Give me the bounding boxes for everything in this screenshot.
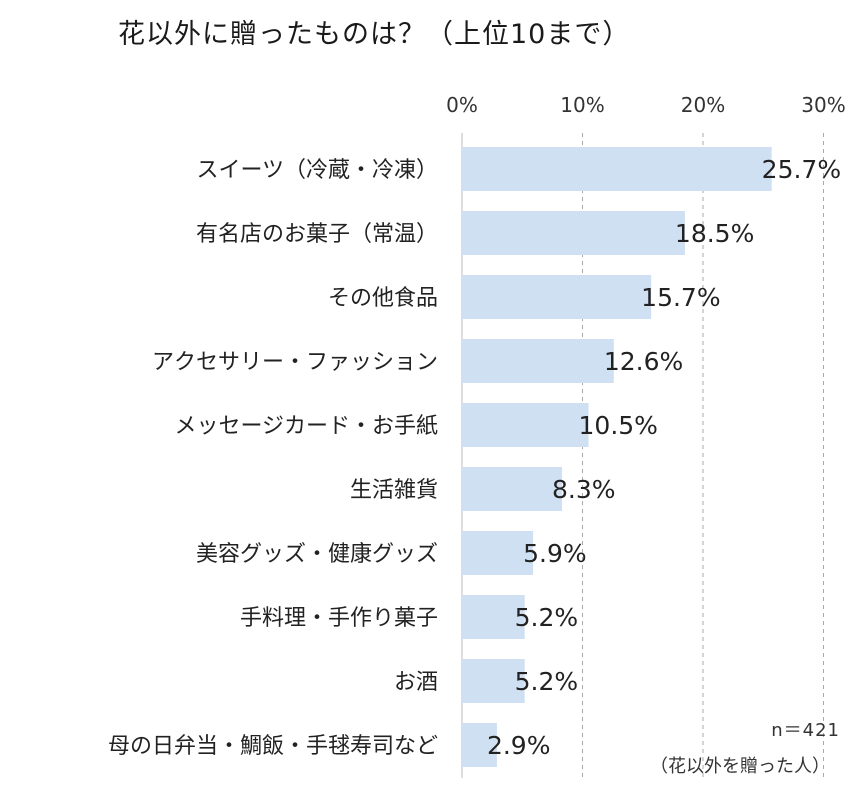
category-label: 母の日弁当・鯛飯・手毬寿司など xyxy=(108,734,438,759)
value-label: 2.9% xyxy=(487,731,551,760)
bar xyxy=(462,595,525,639)
category-label: お酒 xyxy=(394,670,438,695)
category-label: 美容グッズ・健康グッズ xyxy=(196,542,438,567)
bar xyxy=(462,403,589,447)
category-label: その他食品 xyxy=(328,286,438,311)
value-labels: 25.7% 18.5% 15.7% 12.6% 10.5% 8.3% 5.9% 5.2% 5.2… xyxy=(487,155,841,760)
value-label: 8.3% xyxy=(552,475,616,504)
x-tick-label: 10% xyxy=(560,93,604,117)
category-label: 生活雑貨 xyxy=(350,478,438,503)
category-label: メッセージカード・お手紙 xyxy=(174,414,438,439)
category-label: スイーツ（冷蔵・冷凍） xyxy=(196,158,438,183)
value-label: 15.7% xyxy=(641,283,720,312)
bar xyxy=(462,147,772,191)
population-note: （花以外を贈った人） xyxy=(650,756,830,777)
x-tick-label: 30% xyxy=(801,93,845,117)
bar xyxy=(462,723,497,767)
value-label: 5.9% xyxy=(523,539,587,568)
value-label: 18.5% xyxy=(675,219,754,248)
category-label: アクセサリー・ファッション xyxy=(152,350,438,375)
category-label: 有名店のお菓子（常温） xyxy=(196,222,438,247)
bar xyxy=(462,211,685,255)
category-labels: スイーツ（冷蔵・冷凍） 有名店のお菓子（常温） その他食品アクセサリー・ファッション… xyxy=(108,158,438,759)
bar xyxy=(462,467,563,511)
x-tick-label: 0% xyxy=(446,93,478,117)
bars xyxy=(462,147,772,767)
value-label: 12.6% xyxy=(604,347,683,376)
chart-title: 花以外に贈ったものは？（上位10まで） xyxy=(118,19,631,50)
x-axis-ticks: 0% 10% 20% 30% xyxy=(446,93,846,117)
x-tick-label: 20% xyxy=(681,93,725,117)
bar xyxy=(462,531,534,575)
bar xyxy=(462,339,614,383)
sample-size-note: n＝421 xyxy=(771,720,840,741)
bar xyxy=(462,659,525,703)
value-label: 5.2% xyxy=(515,603,579,632)
value-label: 25.7% xyxy=(762,155,841,184)
category-label: 手料理・手作り菓子 xyxy=(240,606,438,631)
value-label: 5.2% xyxy=(515,667,579,696)
bar xyxy=(462,275,652,319)
value-label: 10.5% xyxy=(579,411,658,440)
